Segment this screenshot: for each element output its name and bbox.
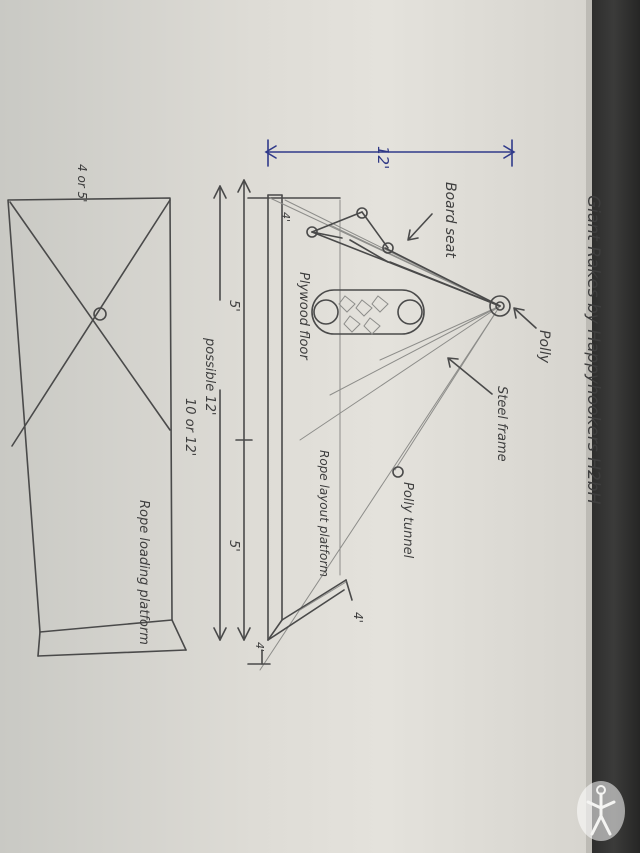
- plywood-floor-label: Plywood floor: [296, 272, 311, 361]
- board-seat-label: Board seat: [442, 182, 458, 258]
- stick-figure-logo-icon: [577, 781, 625, 841]
- rope-loading-platform-label: Rope loading platform: [136, 500, 151, 645]
- polly-label: Polly: [536, 330, 552, 364]
- floor-dimensions: 5' 5' possible 12' 10 or 12': [182, 179, 253, 641]
- polly-tunnel-marker: [392, 466, 404, 478]
- total-length-label: 10 or 12': [182, 398, 197, 456]
- paper-edge: [586, 0, 594, 853]
- polly-arrow: [513, 307, 537, 329]
- small-dim-b-label: 4': [279, 212, 292, 222]
- steel-frame-arrow: [447, 357, 493, 395]
- steel-frame-lines: [259, 197, 501, 671]
- height-dimension: 12': [264, 139, 516, 169]
- sketch-title: Giant Rakes by Happyhookers H2bH: [583, 195, 603, 505]
- polly-tunnel-label: Polly tunnel: [400, 482, 415, 559]
- box-size-label: 4 or 5': [75, 164, 89, 202]
- rope-layout-platform-label: Rope layout platform: [317, 450, 331, 577]
- rope-loading-platform: [7, 197, 187, 657]
- steel-frame-label: Steel frame: [494, 386, 509, 462]
- floor-outline: [247, 194, 341, 641]
- ramp-width-label: 4': [351, 612, 365, 623]
- section-a-label: 5': [226, 300, 241, 312]
- small-dim-a-label: 4': [253, 642, 266, 652]
- possible-length-label: possible 12': [202, 337, 217, 415]
- board-seat-arrow: [407, 213, 433, 241]
- notebook-binding: [592, 0, 640, 853]
- seat-assembly: [306, 207, 501, 307]
- ride-capsule: [311, 289, 425, 335]
- height-label: 12': [374, 146, 392, 169]
- ramp: 4' 4' 4': [247, 212, 365, 665]
- pulley-icon: [489, 295, 511, 317]
- section-b-label: 5': [226, 540, 241, 552]
